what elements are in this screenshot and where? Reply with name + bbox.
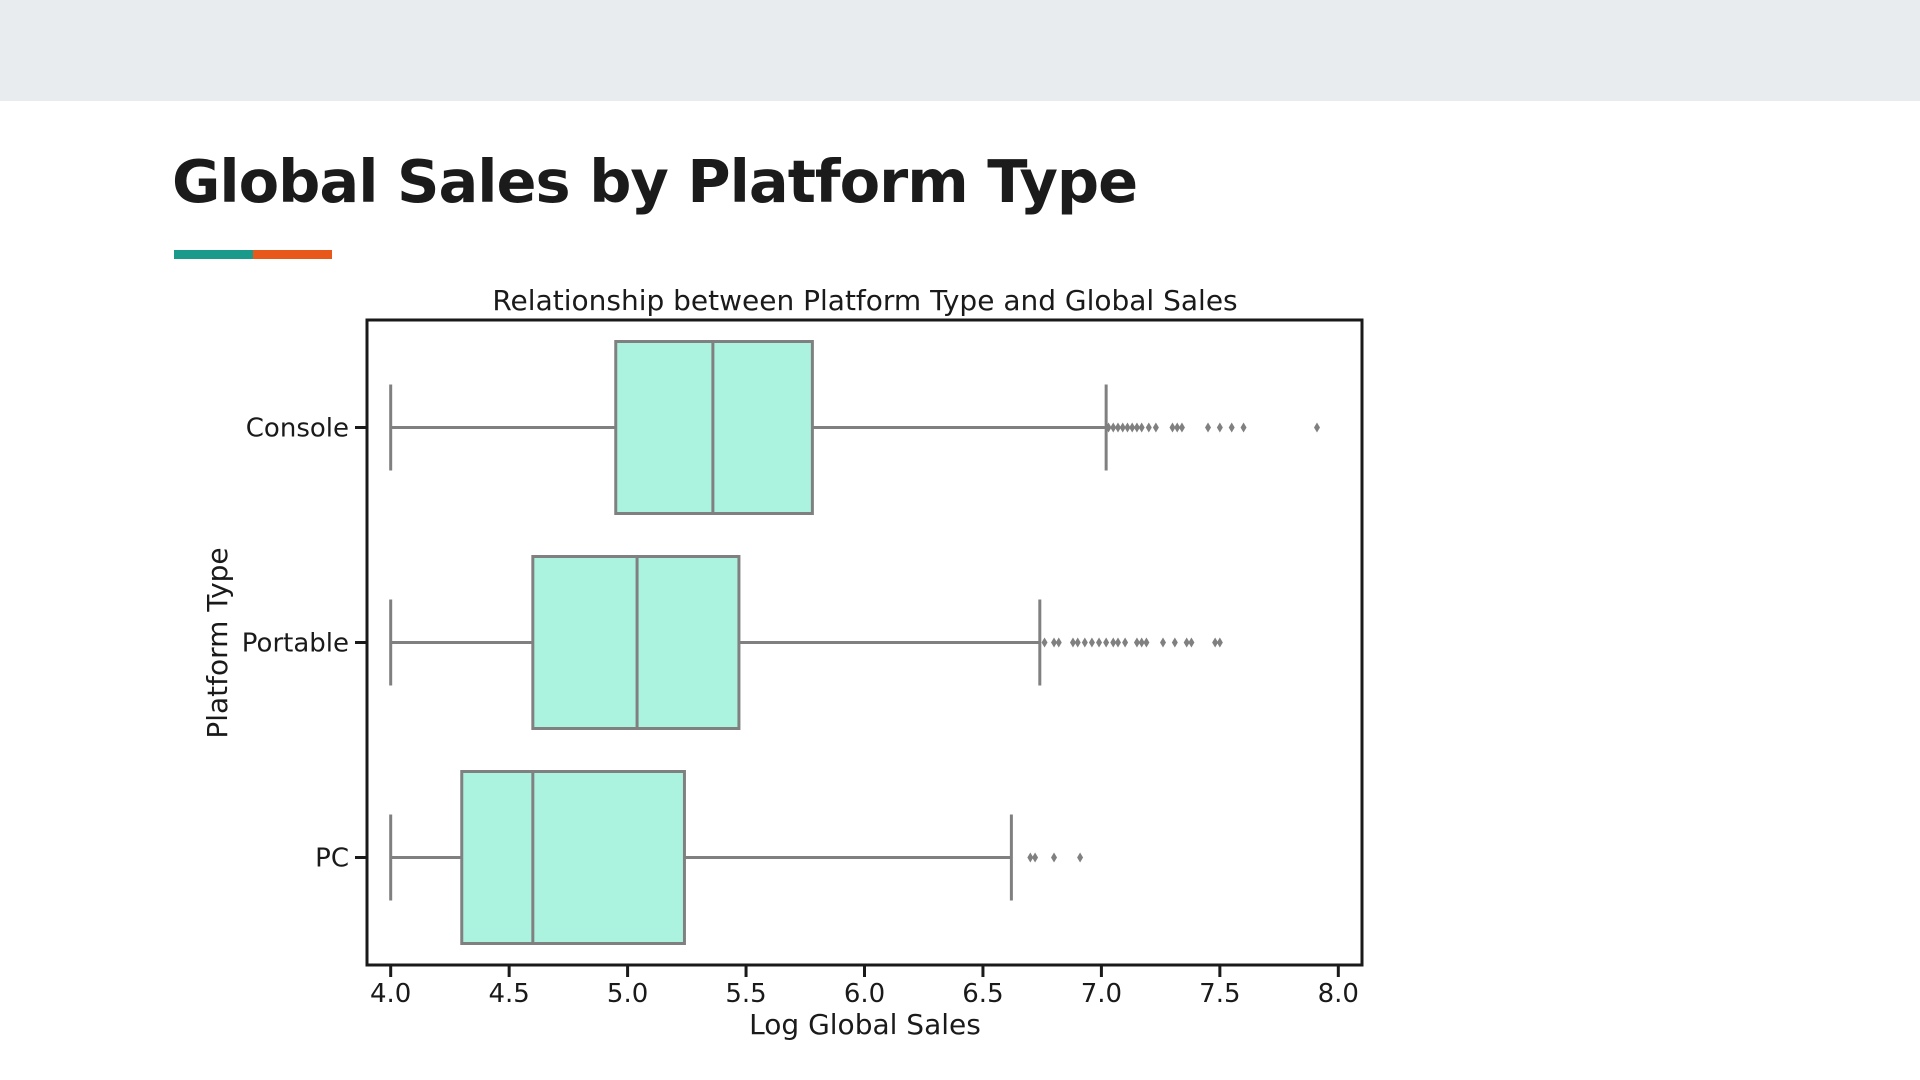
- outlier-point-portable: [1051, 637, 1058, 648]
- outlier-point-portable: [1216, 637, 1223, 648]
- x-tick-label: 7.0: [1081, 979, 1122, 1009]
- outlier-point-portable: [1138, 637, 1145, 648]
- outlier-point-console: [1178, 422, 1185, 433]
- outlier-point-pc: [1077, 852, 1084, 863]
- box-console: [614, 340, 814, 515]
- y-axis-label: Platform Type: [201, 547, 234, 738]
- title-underline: [174, 250, 332, 259]
- outlier-point-portable: [1103, 637, 1110, 648]
- outlier-point-pc: [1051, 852, 1058, 863]
- box-portable: [531, 555, 741, 730]
- outlier-point-portable: [1171, 637, 1178, 648]
- outlier-point-console: [1129, 422, 1136, 433]
- outlier-point-console: [1216, 422, 1223, 433]
- outlier-point-portable: [1041, 637, 1048, 648]
- x-tick-label: 5.0: [607, 979, 648, 1009]
- outlier-point-console: [1110, 422, 1117, 433]
- header-band: [0, 0, 1920, 101]
- plot-area: Console Portable PC 4.0 4.5 5.0 5.5 6.0 6.5 7.0 7.…: [242, 318, 1364, 1009]
- outlier-point-console: [1169, 422, 1176, 433]
- x-tick-label: 5.5: [725, 979, 766, 1009]
- outlier-point-pc: [1032, 852, 1039, 863]
- outlier-point-console: [1133, 422, 1140, 433]
- outlier-point-portable: [1188, 637, 1195, 648]
- x-tick-label: 4.5: [488, 979, 529, 1009]
- outlier-point-console: [1240, 422, 1247, 433]
- outlier-point-portable: [1183, 637, 1190, 648]
- outlier-point-console: [1105, 422, 1112, 433]
- y-tick-label-console: Console: [246, 414, 349, 444]
- outlier-point-portable: [1069, 637, 1076, 648]
- outlier-point-portable: [1110, 637, 1117, 648]
- outlier-point-portable: [1114, 637, 1121, 648]
- outlier-point-portable: [1055, 637, 1062, 648]
- x-tick-label: 8.0: [1318, 979, 1359, 1009]
- outlier-point-console: [1313, 422, 1320, 433]
- outlier-point-portable: [1088, 637, 1095, 648]
- chart-title: Relationship between Platform Type and G…: [492, 284, 1237, 317]
- x-axis-label: Log Global Sales: [749, 1008, 981, 1041]
- y-tick-label-portable: Portable: [242, 629, 349, 659]
- underline-orange-segment: [253, 250, 332, 259]
- outlier-point-console: [1228, 422, 1235, 433]
- outlier-point-pc: [1027, 852, 1034, 863]
- outlier-point-console: [1124, 422, 1131, 433]
- outlier-point-console: [1119, 422, 1126, 433]
- outlier-point-console: [1145, 422, 1152, 433]
- x-tick-label: 6.0: [844, 979, 885, 1009]
- outlier-point-portable: [1122, 637, 1129, 648]
- outlier-point-portable: [1096, 637, 1103, 648]
- outlier-point-console: [1174, 422, 1181, 433]
- outlier-point-console: [1138, 422, 1145, 433]
- outlier-point-portable: [1133, 637, 1140, 648]
- outlier-point-portable: [1081, 637, 1088, 648]
- box-pc: [460, 770, 686, 945]
- x-tick-label: 4.0: [370, 979, 411, 1009]
- x-tick-label: 7.5: [1199, 979, 1240, 1009]
- underline-teal-segment: [174, 250, 253, 259]
- outlier-point-portable: [1212, 637, 1219, 648]
- outlier-point-console: [1152, 422, 1159, 433]
- outlier-point-console: [1114, 422, 1121, 433]
- outlier-point-portable: [1074, 637, 1081, 648]
- outlier-point-portable: [1160, 637, 1166, 648]
- outlier-point-portable: [1143, 637, 1150, 648]
- plot-frame: [365, 318, 1364, 967]
- slide-title: Global Sales by Platform Type: [172, 147, 1138, 216]
- outlier-point-console: [1205, 422, 1212, 433]
- x-tick-label: 6.5: [962, 979, 1003, 1009]
- y-tick-label-pc: PC: [315, 844, 349, 874]
